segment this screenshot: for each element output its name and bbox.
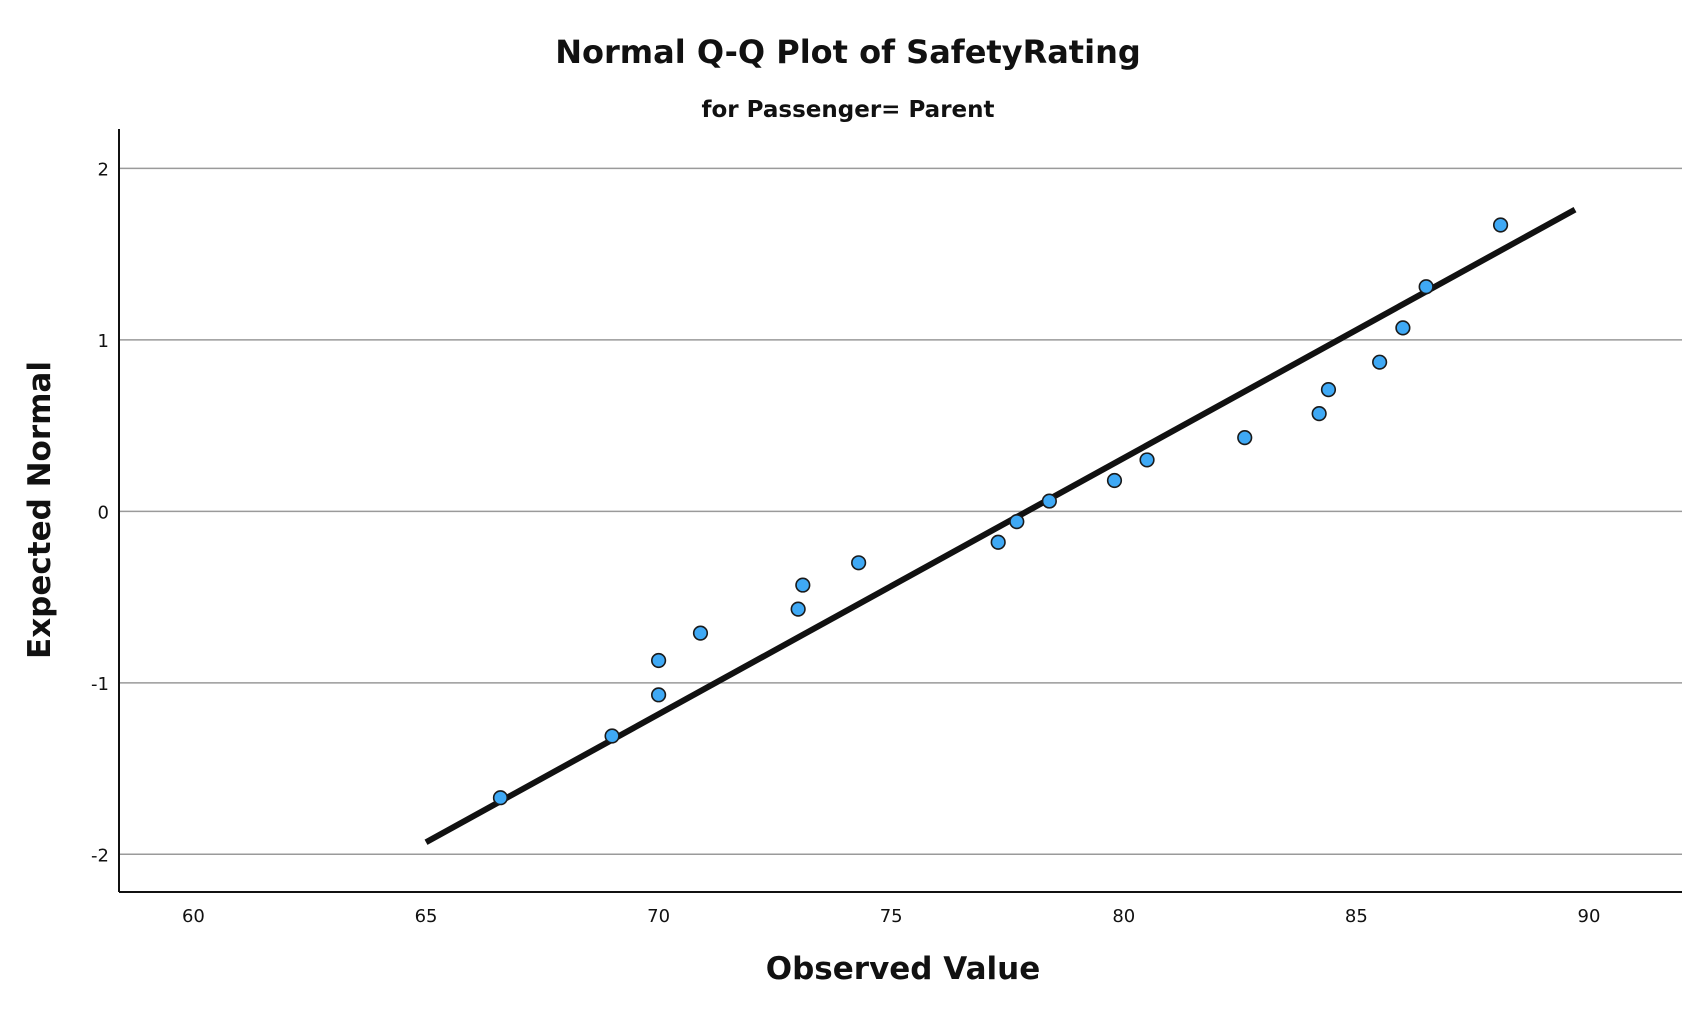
data-point	[1492, 217, 1509, 233]
data-point	[790, 601, 806, 617]
data-point	[1009, 514, 1025, 530]
data-point	[651, 687, 667, 703]
y-tick-label: -2	[91, 845, 109, 866]
data-point	[1139, 452, 1155, 468]
data-point	[851, 555, 867, 571]
data-point	[795, 577, 811, 593]
chart-subtitle: for Passenger= Parent	[701, 97, 994, 123]
data-point	[692, 625, 709, 641]
data-point	[492, 790, 509, 806]
data-points	[492, 217, 1509, 806]
x-tick-label: 65	[415, 906, 438, 927]
y-tick-label: -1	[91, 674, 109, 695]
axes	[118, 129, 1682, 893]
tick-labels: 2 1 0 -1 -2 60 65 70 75 80 85 90	[91, 159, 1600, 927]
data-point	[990, 534, 1006, 550]
reference-line-group	[424, 206, 1577, 845]
data-point	[1395, 320, 1411, 336]
data-point	[1372, 354, 1388, 370]
data-point	[651, 652, 667, 669]
data-point	[1320, 382, 1337, 398]
x-tick-label: 90	[1578, 906, 1601, 927]
x-tick-label: 75	[880, 906, 903, 927]
y-tick-label: 2	[98, 159, 109, 180]
gridlines	[119, 167, 1682, 856]
data-point	[1106, 472, 1123, 489]
data-point	[604, 728, 620, 744]
data-point	[1311, 406, 1327, 422]
x-tick-label: 80	[1112, 906, 1135, 927]
reference-line	[424, 206, 1577, 845]
y-tick-label: 0	[98, 502, 109, 523]
y-axis-label: Expected Normal	[22, 361, 58, 659]
chart-title: Normal Q-Q Plot of SafetyRating	[555, 33, 1141, 71]
x-tick-label: 85	[1345, 906, 1368, 927]
data-point	[1418, 279, 1434, 295]
x-tick-label: 60	[182, 906, 205, 927]
x-tick-label: 70	[647, 906, 670, 927]
data-point	[1237, 430, 1253, 446]
y-tick-label: 1	[98, 331, 109, 352]
data-point	[1041, 493, 1057, 509]
x-axis-label: Observed Value	[766, 951, 1040, 987]
